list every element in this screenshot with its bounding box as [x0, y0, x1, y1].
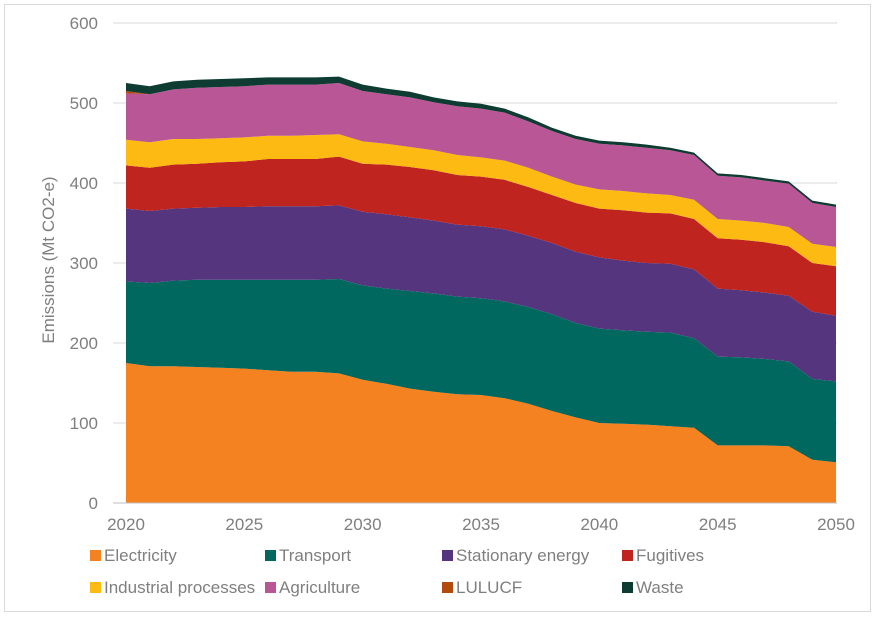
legend-label-electricity: Electricity [104, 546, 177, 565]
x-tick-2030: 2030 [344, 515, 382, 534]
series-areas [126, 76, 836, 503]
y-tick-200: 200 [70, 334, 98, 353]
y-axis-label: Emissions (Mt CO2-e) [39, 176, 58, 343]
x-tick-2025: 2025 [225, 515, 263, 534]
area-stationary-energy [126, 205, 836, 382]
legend-item-fugitives: Fugitives [622, 546, 704, 565]
x-tick-2040: 2040 [580, 515, 618, 534]
y-tick-500: 500 [70, 94, 98, 113]
area-electricity [126, 363, 836, 503]
y-tick-600: 600 [70, 14, 98, 33]
legend-label-fugitives: Fugitives [636, 546, 704, 565]
legend-swatch-waste [622, 582, 633, 593]
legend-label-industrial-processes: Industrial processes [104, 578, 255, 597]
legend-item-agriculture: Agriculture [265, 578, 360, 597]
area-agriculture [126, 83, 836, 247]
y-tick-0: 0 [89, 494, 98, 513]
legend-item-lulucf: LULUCF [442, 578, 522, 597]
y-tick-400: 400 [70, 174, 98, 193]
y-tick-300: 300 [70, 254, 98, 273]
y-tick-labels: 0 100 200 300 400 500 600 [70, 14, 98, 513]
area-transport [126, 279, 836, 463]
legend-swatch-transport [265, 550, 276, 561]
legend-item-transport: Transport [265, 546, 351, 565]
x-tick-2020: 2020 [107, 515, 145, 534]
legend-item-industrial-processes: Industrial processes [90, 578, 255, 597]
legend-item-waste: Waste [622, 578, 684, 597]
legend-swatch-stationary-energy [442, 550, 453, 561]
legend-swatch-agriculture [265, 582, 276, 593]
legend-label-waste: Waste [636, 578, 684, 597]
legend-swatch-fugitives [622, 550, 633, 561]
x-tick-labels: 2020 2025 2030 2035 2040 2045 2050 [107, 515, 855, 534]
area-industrial-processes [126, 134, 836, 267]
legend-label-stationary-energy: Stationary energy [456, 546, 590, 565]
x-tick-2045: 2045 [699, 515, 737, 534]
legend-swatch-industrial-processes [90, 582, 101, 593]
legend-label-transport: Transport [279, 546, 351, 565]
stacked-area-chart: 0 100 200 300 400 500 600 2020 2025 2030 2035 2040… [39, 14, 855, 597]
legend-swatch-electricity [90, 550, 101, 561]
legend: Electricity Transport Stationary energy Fug… [90, 546, 704, 597]
legend-item-electricity: Electricity [90, 546, 177, 565]
y-tick-100: 100 [70, 414, 98, 433]
chart-frame: 0 100 200 300 400 500 600 2020 2025 2030 2035 2040… [4, 4, 871, 612]
x-tick-2035: 2035 [462, 515, 500, 534]
x-tick-2050: 2050 [817, 515, 855, 534]
legend-swatch-lulucf [442, 582, 453, 593]
area-fugitives [126, 156, 836, 316]
legend-item-stationary-energy: Stationary energy [442, 546, 590, 565]
legend-label-agriculture: Agriculture [279, 578, 360, 597]
legend-label-lulucf: LULUCF [456, 578, 522, 597]
